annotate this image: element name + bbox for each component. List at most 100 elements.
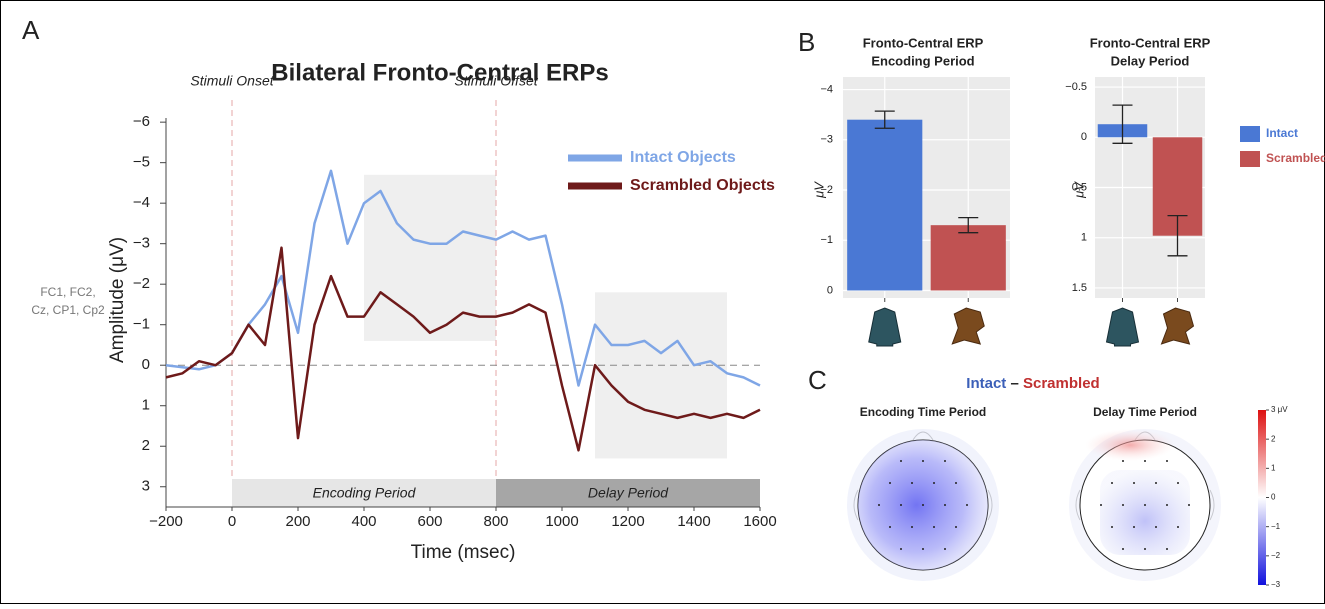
period-bar bbox=[496, 479, 760, 507]
colorbar-label: 0 bbox=[1271, 493, 1276, 502]
y-tick-label: −2 bbox=[133, 275, 150, 292]
y-tick-label: 0 bbox=[827, 284, 833, 296]
chart-title: Fronto-Central ERP bbox=[863, 35, 984, 50]
electrode bbox=[1166, 460, 1168, 462]
series-line bbox=[165, 169, 761, 387]
electrode bbox=[1111, 526, 1113, 528]
electrode bbox=[1100, 504, 1102, 506]
chart-title: Encoding Period bbox=[871, 53, 974, 68]
y-tick-label: 0.5 bbox=[1072, 181, 1087, 193]
legend-label: Scrambled Objects bbox=[630, 177, 775, 194]
panel-b: Fronto-Central ERP Encoding Period μV −4 −3 −… bbox=[811, 35, 1325, 347]
scrambled-icon bbox=[951, 307, 985, 345]
electrode bbox=[1122, 504, 1124, 506]
topo-title-part: – bbox=[1010, 375, 1018, 392]
channel-note: Cz, CP1, Cp2 bbox=[31, 303, 105, 317]
electrode bbox=[900, 548, 902, 550]
x-tick-label: 400 bbox=[351, 513, 376, 530]
y-tick-label: 3 bbox=[142, 478, 150, 495]
colorbar-label: −3 bbox=[1271, 580, 1281, 589]
electrode bbox=[1177, 526, 1179, 528]
x-tick-label: 800 bbox=[483, 513, 508, 530]
colorbar-label: −1 bbox=[1271, 522, 1281, 531]
x-tick-label: 200 bbox=[285, 513, 310, 530]
electrode bbox=[922, 504, 924, 506]
period-bar bbox=[232, 479, 496, 507]
x-tick-label: 1400 bbox=[677, 513, 710, 530]
map-title: Delay Time Period bbox=[1093, 405, 1197, 419]
y-tick-label: 0 bbox=[142, 356, 150, 373]
y-tick-label: −6 bbox=[133, 113, 150, 130]
y-tick-label: 0 bbox=[1081, 131, 1087, 143]
electrode bbox=[966, 504, 968, 506]
electrode bbox=[878, 504, 880, 506]
bar bbox=[930, 225, 1006, 291]
analysis-window bbox=[595, 292, 727, 459]
y-tick-label: 1.5 bbox=[1072, 282, 1087, 294]
y-tick-label: −4 bbox=[820, 83, 833, 95]
electrode bbox=[1111, 482, 1113, 484]
electrode bbox=[955, 526, 957, 528]
panel-a: Bilateral Fronto-Central ERPs Time (msec)… bbox=[31, 59, 776, 563]
y-tick-label: −2 bbox=[820, 184, 833, 196]
y-axis-label: μV bbox=[1071, 181, 1086, 199]
chart-title: Bilateral Fronto-Central ERPs bbox=[271, 59, 608, 86]
map-title: Encoding Time Period bbox=[860, 405, 986, 419]
colorbar bbox=[1258, 410, 1266, 585]
jacket-icon bbox=[1105, 307, 1140, 347]
electrode bbox=[1122, 548, 1124, 550]
panel-label: C bbox=[808, 365, 827, 395]
x-axis-label: Time (msec) bbox=[411, 542, 516, 563]
legend-swatch bbox=[1240, 151, 1260, 167]
y-axis-label: μV bbox=[811, 181, 826, 199]
chart-title: Delay Period bbox=[1111, 53, 1190, 68]
y-tick-label: −1 bbox=[820, 234, 833, 246]
error-bar bbox=[958, 216, 979, 234]
panel-label: B bbox=[798, 27, 815, 57]
y-tick-label: −0.5 bbox=[1065, 81, 1087, 93]
x-tick-label: 1200 bbox=[611, 513, 644, 530]
electrode bbox=[911, 482, 913, 484]
error-bar bbox=[1112, 104, 1133, 144]
topo-title-part: Scrambled bbox=[1023, 375, 1100, 392]
panel-c: Intact – Scrambled Encoding Time Period De… bbox=[847, 375, 1288, 589]
electrode bbox=[955, 482, 957, 484]
electrode bbox=[1155, 482, 1157, 484]
electrode bbox=[911, 526, 913, 528]
electrode bbox=[944, 548, 946, 550]
y-tick-label: 1 bbox=[142, 397, 150, 414]
electrode bbox=[900, 504, 902, 506]
event-label: Stimuli Offset bbox=[454, 73, 538, 89]
electrode bbox=[922, 460, 924, 462]
x-tick-label: 1600 bbox=[743, 513, 776, 530]
bar bbox=[847, 119, 923, 291]
topo-title: Intact – Scrambled bbox=[966, 375, 1099, 392]
electrode bbox=[1166, 504, 1168, 506]
electrode bbox=[889, 482, 891, 484]
electrode bbox=[889, 526, 891, 528]
electrode bbox=[933, 482, 935, 484]
y-tick-label: 2 bbox=[142, 437, 150, 454]
x-tick-label: −200 bbox=[149, 513, 183, 530]
x-tick-label: 600 bbox=[417, 513, 442, 530]
topo-title-part: Intact bbox=[966, 375, 1006, 392]
legend-label: Scrambled bbox=[1266, 151, 1325, 165]
electrode bbox=[1177, 482, 1179, 484]
electrode bbox=[1133, 526, 1135, 528]
electrode bbox=[1144, 504, 1146, 506]
electrode bbox=[1133, 482, 1135, 484]
panel-label: A bbox=[22, 15, 40, 45]
electrode bbox=[900, 460, 902, 462]
y-tick-label: −3 bbox=[133, 235, 150, 252]
series-line bbox=[165, 246, 761, 452]
period-label: Encoding Period bbox=[313, 485, 417, 501]
channel-note: FC1, FC2, bbox=[40, 285, 95, 299]
legend-label: Intact bbox=[1266, 126, 1298, 140]
y-tick-label: −3 bbox=[820, 134, 833, 146]
jacket-icon bbox=[868, 307, 902, 347]
y-tick-label: 1 bbox=[1081, 232, 1087, 244]
electrode bbox=[922, 548, 924, 550]
colorbar-label: 1 bbox=[1271, 463, 1276, 472]
electrode bbox=[1122, 460, 1124, 462]
